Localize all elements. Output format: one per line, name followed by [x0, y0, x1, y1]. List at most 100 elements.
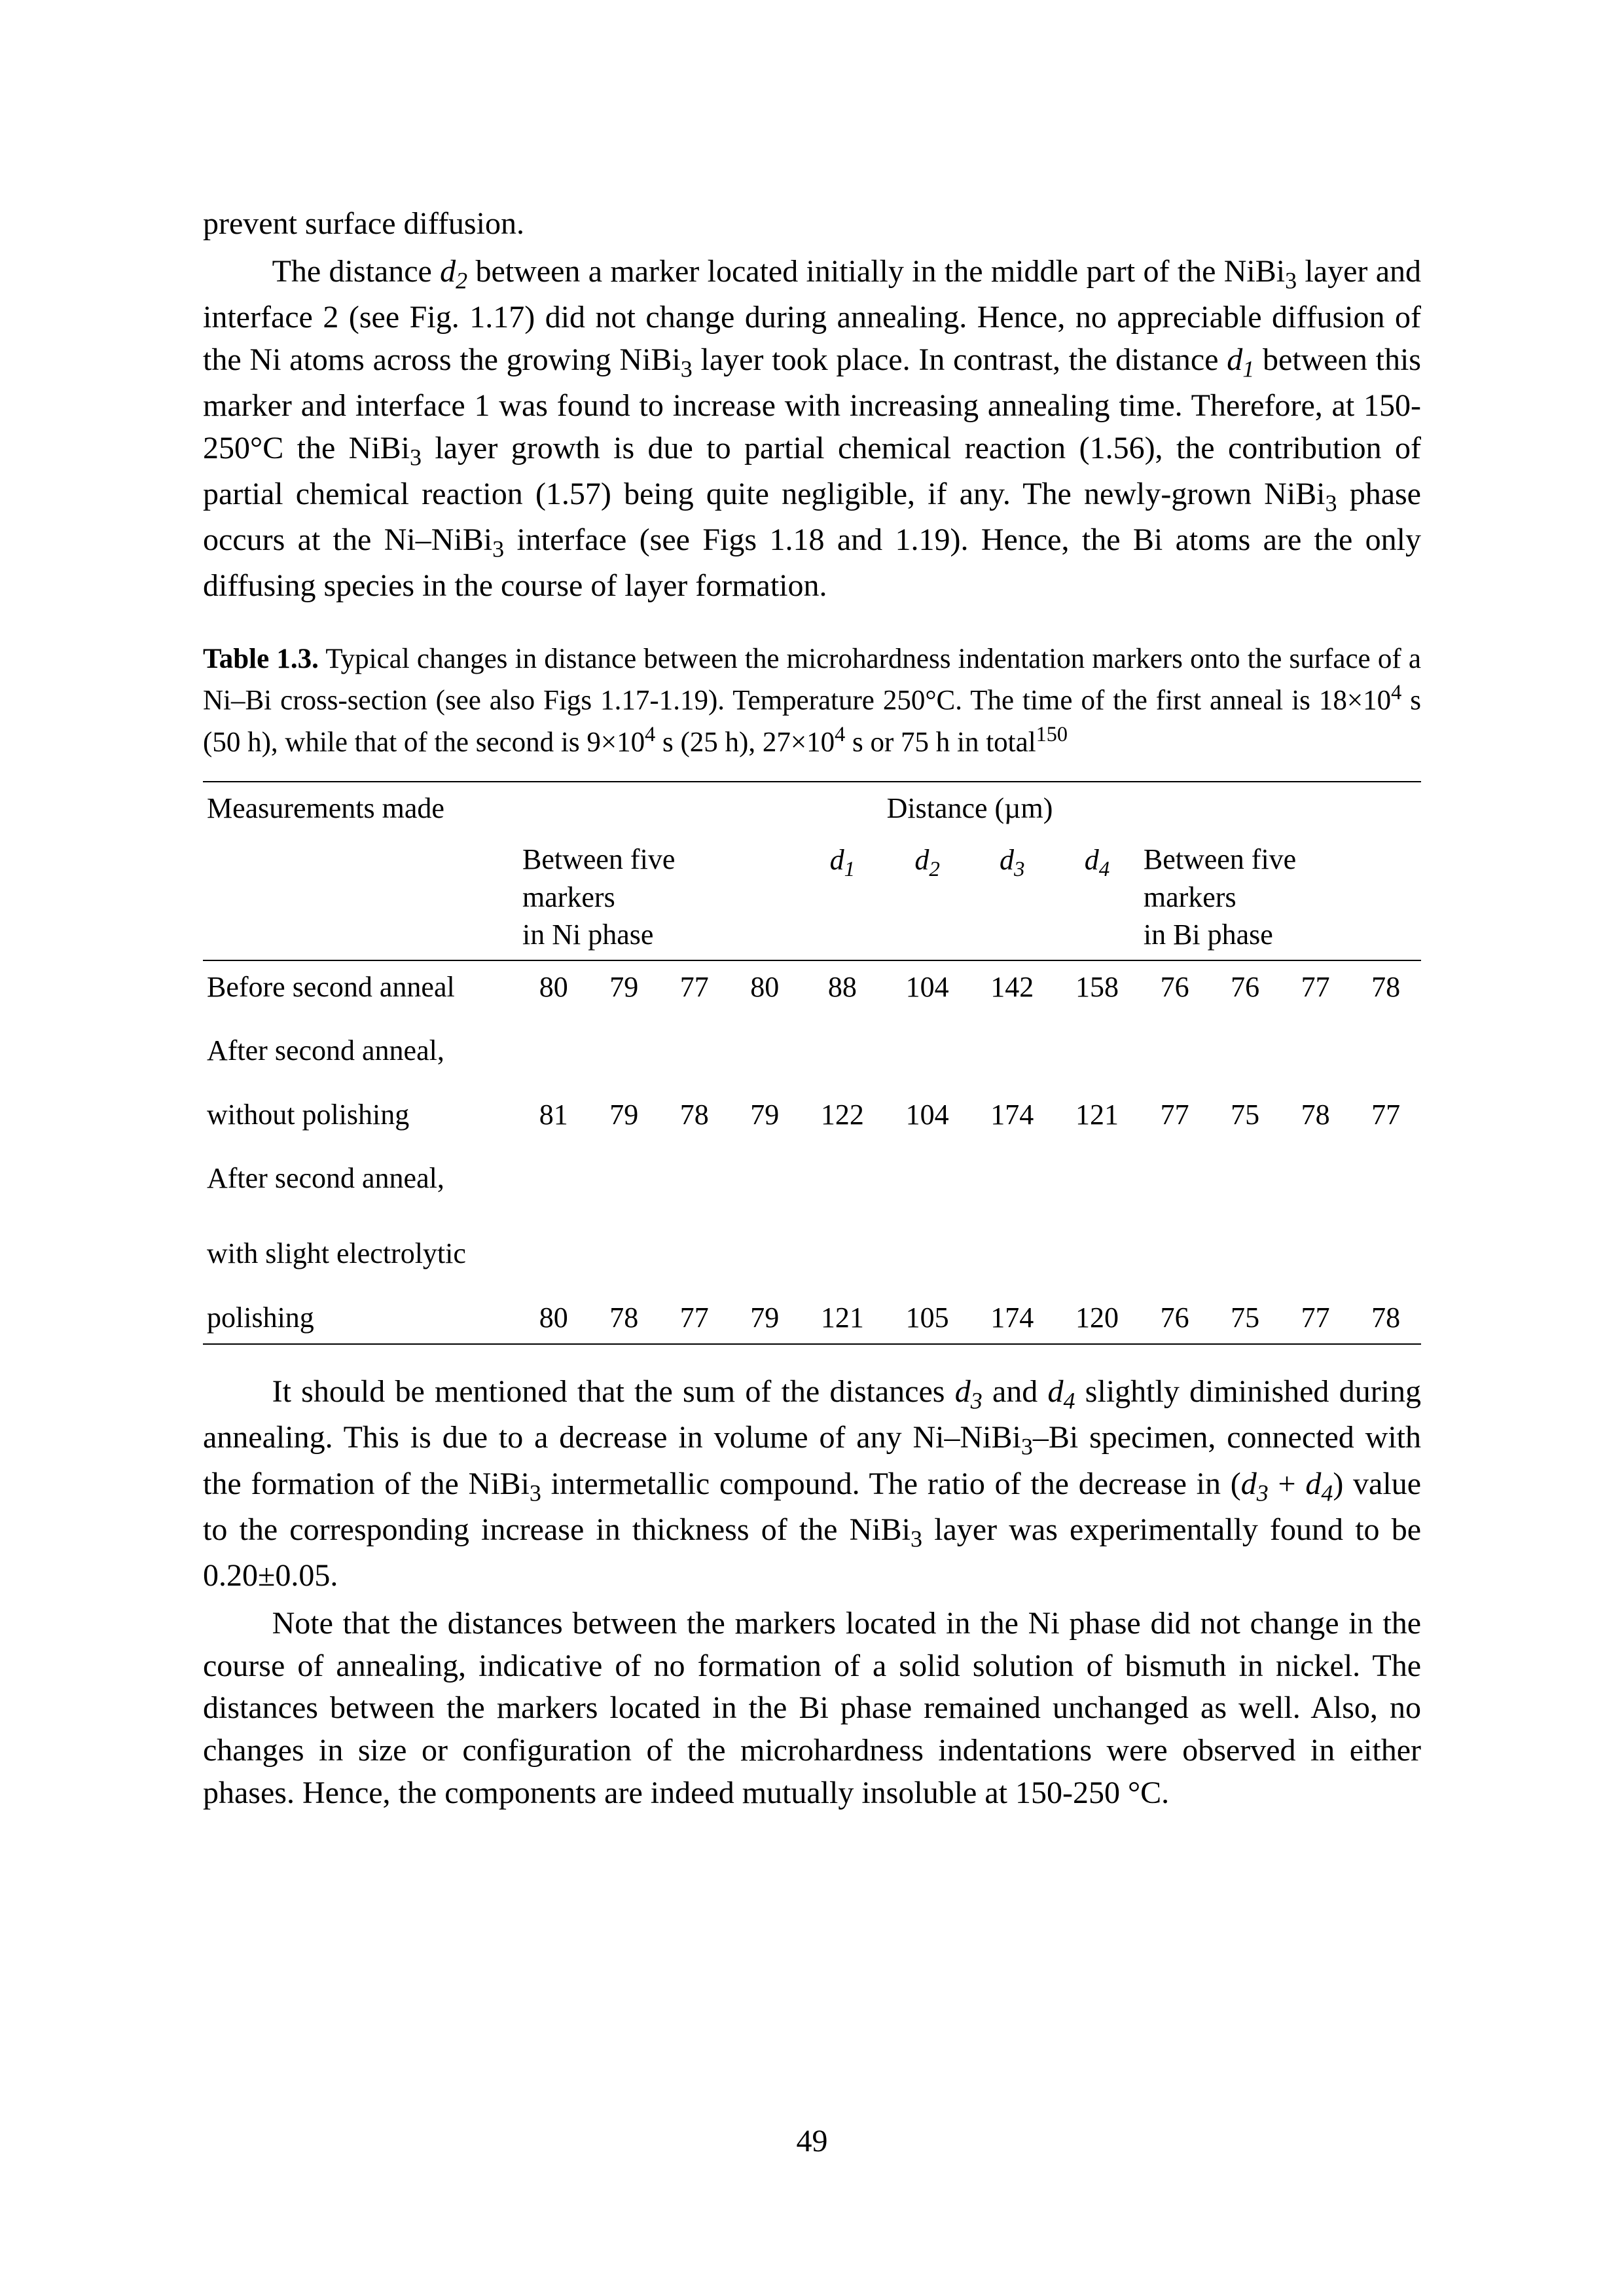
sub3: 3	[681, 355, 693, 382]
subheader-d2: d2	[885, 834, 970, 960]
symbol-d2: d2	[440, 254, 467, 289]
cell: 121	[1055, 1089, 1140, 1140]
text: The distance	[272, 254, 441, 289]
cell: 121	[800, 1292, 885, 1344]
line: in Ni phase	[522, 916, 796, 953]
sub3: 3	[530, 1480, 541, 1506]
caption-text: Typical changes in distance between the …	[203, 644, 1421, 716]
subheader-d4: d4	[1055, 834, 1140, 960]
sub3: 3	[410, 444, 422, 470]
sup4: 4	[1391, 680, 1401, 704]
sub: 3	[971, 1388, 983, 1414]
cell: 76	[1210, 960, 1280, 1013]
paragraph-continuation: prevent surface diffusion.	[203, 203, 1421, 246]
sup4: 4	[835, 722, 845, 746]
data-table: Measurements made Distance (µm) Between …	[203, 781, 1421, 1345]
row-label: polishing	[203, 1292, 518, 1344]
cell: 77	[1280, 1292, 1351, 1344]
row-label: After second anneal,	[203, 1140, 518, 1216]
sub3: 3	[1021, 1434, 1033, 1460]
row-label: with slight electrolytic	[203, 1216, 518, 1291]
symbol-d3: d3	[1241, 1466, 1269, 1501]
table-row: Before second anneal 80 79 77 80 88 104 …	[203, 960, 1421, 1013]
cell: 78	[1350, 960, 1421, 1013]
sub: 3	[1257, 1480, 1269, 1506]
line: Between five	[1144, 841, 1417, 878]
cell: 142	[969, 960, 1055, 1013]
caption-text: s or 75 h in total	[845, 727, 1036, 757]
sub: 3	[1014, 858, 1025, 881]
symbol-d1: d1	[1227, 342, 1254, 377]
text: between a marker located initially in th…	[467, 254, 1285, 289]
sub: 4	[1099, 858, 1110, 881]
table-header-row: Measurements made Distance (µm)	[203, 782, 1421, 834]
cell: 75	[1210, 1292, 1280, 1344]
row-label: without polishing	[203, 1089, 518, 1140]
text: It should be mentioned that the sum of t…	[272, 1374, 955, 1409]
sup4: 4	[645, 722, 655, 746]
sub3: 3	[1285, 267, 1297, 293]
table-row: polishing 80 78 77 79 121 105 174 120 76…	[203, 1292, 1421, 1344]
line: markers	[522, 879, 796, 916]
subheader-d1: d1	[800, 834, 885, 960]
d: d	[1048, 1374, 1064, 1409]
cell: 81	[518, 1089, 589, 1140]
table-row: with slight electrolytic	[203, 1216, 1421, 1291]
cell: 76	[1140, 1292, 1210, 1344]
subheader-d3: d3	[969, 834, 1055, 960]
header-measurements: Measurements made	[203, 782, 518, 960]
d: d	[1241, 1466, 1257, 1501]
d: d	[955, 1374, 971, 1409]
sub: 1	[1242, 355, 1254, 382]
paragraph-distance: The distance d2 between a marker located…	[203, 251, 1421, 608]
d: d	[1305, 1466, 1321, 1501]
table-row: without polishing 81 79 78 79 122 104 17…	[203, 1089, 1421, 1140]
text: intermetallic compound. The ratio of the…	[541, 1466, 1241, 1501]
text: layer took place. In contrast, the dista…	[693, 342, 1227, 377]
cell: 79	[589, 960, 660, 1013]
paragraph-sum: It should be mentioned that the sum of t…	[203, 1371, 1421, 1597]
sub: 4	[1321, 1480, 1333, 1506]
cell: 77	[1280, 960, 1351, 1013]
cell: 174	[969, 1089, 1055, 1140]
line: markers	[1144, 879, 1417, 916]
cell: 79	[589, 1089, 660, 1140]
cell: 75	[1210, 1089, 1280, 1140]
sub: 2	[929, 858, 940, 881]
row-label: Before second anneal	[203, 960, 518, 1013]
cell: 80	[518, 960, 589, 1013]
sub3: 3	[1326, 490, 1337, 517]
subheader-bi: Between five markers in Bi phase	[1140, 834, 1421, 960]
cell: 78	[589, 1292, 660, 1344]
paragraph-note: Note that the distances between the mark…	[203, 1603, 1421, 1815]
sub: 2	[456, 267, 467, 293]
d: d	[914, 844, 929, 876]
cell: 105	[885, 1292, 970, 1344]
d: d	[440, 254, 456, 289]
cell: 120	[1055, 1292, 1140, 1344]
symbol-d4: d4	[1048, 1374, 1075, 1409]
cell: 122	[800, 1089, 885, 1140]
sub: 4	[1064, 1388, 1075, 1414]
cell: 104	[885, 960, 970, 1013]
sub3: 3	[911, 1525, 922, 1552]
text: and	[983, 1374, 1048, 1409]
line: in Bi phase	[1144, 916, 1417, 953]
page-number: 49	[0, 2121, 1624, 2163]
d: d	[830, 844, 844, 876]
page: prevent surface diffusion. The distance …	[0, 0, 1624, 2294]
cell: 104	[885, 1089, 970, 1140]
d: d	[1000, 844, 1014, 876]
symbol-d4: d4	[1305, 1466, 1333, 1501]
cell: 80	[730, 960, 801, 1013]
symbol-d3: d3	[955, 1374, 983, 1409]
text: +	[1269, 1466, 1306, 1501]
header-distance: Distance (µm)	[518, 782, 1421, 834]
cell: 77	[659, 960, 730, 1013]
cell: 79	[730, 1089, 801, 1140]
table-row: After second anneal,	[203, 1140, 1421, 1216]
cell: 77	[1350, 1089, 1421, 1140]
sub3: 3	[492, 536, 504, 562]
d: d	[1227, 342, 1242, 377]
cell: 80	[518, 1292, 589, 1344]
